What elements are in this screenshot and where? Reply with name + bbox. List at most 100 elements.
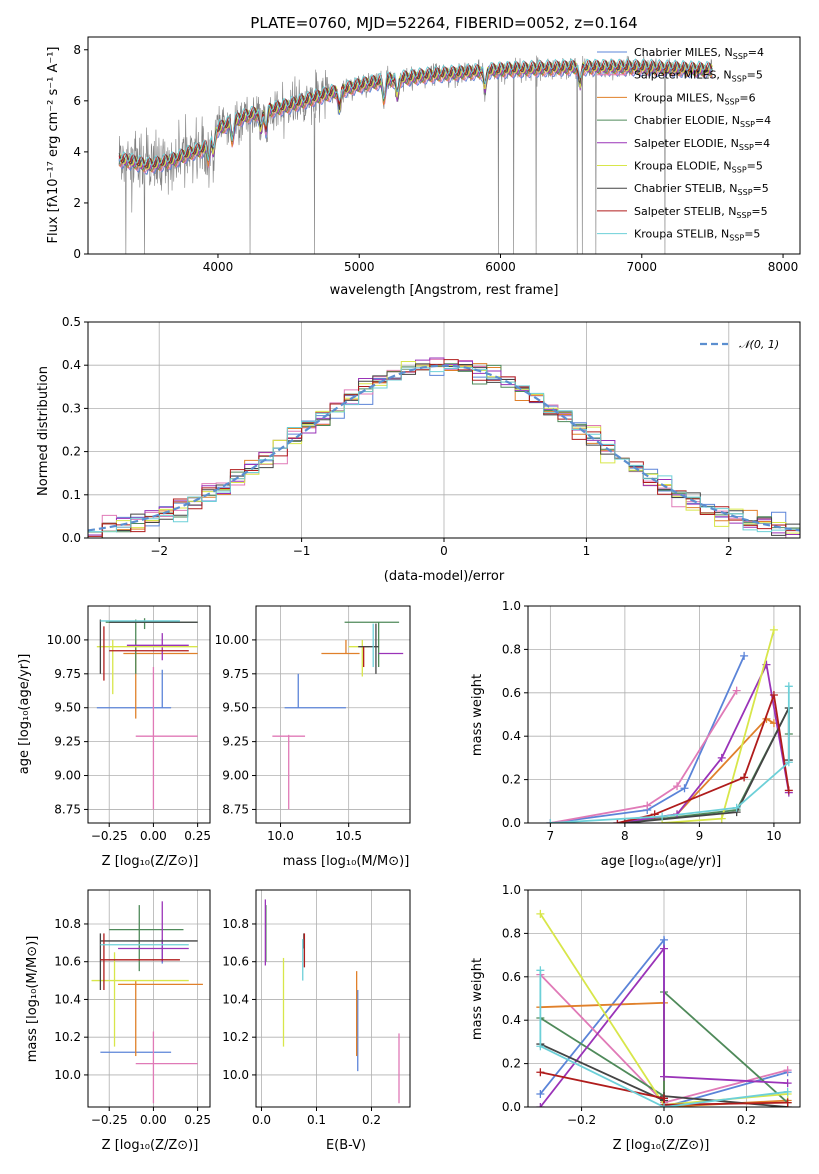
weight-series bbox=[546, 682, 793, 823]
legend-entry: Kroupa STELIB, NSSP=5 bbox=[634, 228, 760, 243]
legend-entry-sub: SSP bbox=[732, 75, 747, 84]
mass-vs-z-xlabel: Z [log₁₀(Z/Z⊙)] bbox=[102, 1138, 199, 1153]
residuals-legend: 𝒩(0, 1) bbox=[700, 338, 779, 351]
legend-entry-count: =4 bbox=[754, 137, 770, 150]
y-tick-label: 9.00 bbox=[54, 769, 81, 783]
weight-vs-age-panel: 7 8 9 10 0.0 0.2 0.4 0.6 0.8 1.0 bbox=[502, 599, 801, 843]
y-tick-label: 0.8 bbox=[502, 642, 521, 656]
weight-marker bbox=[740, 773, 749, 782]
axes-border bbox=[255, 889, 411, 1108]
x-tick-label: 5000 bbox=[344, 260, 375, 274]
gaussian-reference-line bbox=[88, 364, 800, 532]
x-tick-label: 0.2 bbox=[737, 1113, 756, 1127]
weight-marker bbox=[783, 1079, 792, 1088]
weight-line bbox=[662, 629, 775, 823]
spectrum-xlabel: wavelength [Angstrom, rest frame] bbox=[330, 283, 559, 298]
plot-area bbox=[88, 357, 800, 538]
x-tick-label: −1 bbox=[293, 544, 311, 558]
x-tick-label: 7 bbox=[547, 829, 555, 843]
weight-marker bbox=[783, 1087, 792, 1096]
y-tick-label: 9.50 bbox=[222, 701, 249, 715]
y-tick-label: 0.4 bbox=[502, 729, 521, 743]
y-tick-label: 1.0 bbox=[502, 883, 521, 897]
weight-marker bbox=[620, 819, 629, 823]
weight-marker bbox=[546, 819, 555, 823]
weight-marker bbox=[658, 812, 667, 821]
y-tick-label: 0.3 bbox=[62, 401, 81, 415]
y-tick-label: 0.4 bbox=[62, 358, 81, 372]
y-tick-label: 10.0 bbox=[54, 1068, 81, 1082]
axes-frame: 4000 5000 6000 7000 8000 0 2 4 6 8 Chabrier MILES,… bbox=[73, 36, 801, 274]
y-tick-label: 1.0 bbox=[502, 599, 521, 613]
axes-frame: −2 −1 0 1 2 0.0 0.1 0.2 0.3 0.4 0.5 𝒩(0, 1) bbox=[62, 315, 801, 558]
y-tick-label: 0.2 bbox=[502, 773, 521, 787]
weight-marker bbox=[717, 814, 726, 823]
legend-entry-name: Kroupa STELIB, N bbox=[634, 228, 729, 241]
axes-border bbox=[255, 605, 411, 824]
y-tick-label: 9.25 bbox=[54, 735, 81, 749]
plot-area bbox=[546, 625, 793, 823]
model-spectrum-line bbox=[118, 58, 713, 167]
x-tick-label: −0.25 bbox=[91, 1113, 128, 1127]
y-tick-label: 8 bbox=[73, 43, 81, 57]
x-tick-label: −2 bbox=[150, 544, 168, 558]
legend-entry-count: =5 bbox=[753, 182, 769, 195]
y-tick-label: 10.6 bbox=[222, 955, 249, 969]
y-tick-label: 2 bbox=[73, 196, 81, 210]
weight-series bbox=[536, 966, 792, 1107]
y-tick-label: 8.75 bbox=[54, 802, 81, 816]
weight-marker bbox=[769, 690, 778, 699]
error-bar-point bbox=[105, 618, 198, 630]
weight-marker bbox=[660, 1103, 668, 1107]
x-tick-label: 0.00 bbox=[140, 1113, 167, 1127]
legend-entry: Salpeter STELIB, NSSP=5 bbox=[634, 205, 768, 220]
y-tick-label: 0.2 bbox=[502, 1057, 521, 1071]
x-tick-label: −0.25 bbox=[91, 829, 128, 843]
weight-marker bbox=[784, 786, 793, 795]
residual-histogram-step bbox=[88, 359, 800, 537]
legend-entry-sub: SSP bbox=[724, 97, 739, 106]
y-tick-label: 9.75 bbox=[222, 667, 249, 681]
x-tick-label: 0.00 bbox=[140, 829, 167, 843]
plot-area bbox=[536, 909, 792, 1107]
x-tick-label: 6000 bbox=[485, 260, 516, 274]
weight-series bbox=[546, 651, 749, 823]
mass-vs-z-ylabel: mass [log₁₀(M/M⊙)] bbox=[25, 936, 40, 1063]
weight-marker bbox=[740, 651, 749, 660]
y-tick-label: 0.6 bbox=[502, 686, 521, 700]
weight-marker bbox=[783, 1098, 792, 1107]
legend-entry: Salpeter MILES, NSSP=5 bbox=[634, 69, 763, 84]
y-tick-label: 10.6 bbox=[54, 955, 81, 969]
plot-area bbox=[264, 899, 400, 1104]
legend-entry: Chabrier MILES, NSSP=4 bbox=[634, 46, 764, 61]
legend-entry-count: =6 bbox=[739, 91, 755, 104]
weight-marker bbox=[769, 625, 778, 634]
weight-marker bbox=[660, 935, 668, 944]
y-tick-label: 6 bbox=[73, 94, 81, 108]
y-tick-label: 0.4 bbox=[502, 1013, 521, 1027]
residual-histogram-step bbox=[88, 367, 800, 533]
y-tick-label: 8.75 bbox=[222, 802, 249, 816]
plot-area bbox=[118, 55, 713, 254]
y-tick-label: 10.4 bbox=[54, 992, 81, 1006]
weight-series bbox=[536, 1068, 792, 1107]
legend-entry-count: =4 bbox=[755, 114, 771, 127]
y-tick-label: 10.2 bbox=[54, 1030, 81, 1044]
mass-vs-ebv-panel: 0.0 0.1 0.2 10.0 10.2 10.4 10.6 10.8 bbox=[222, 889, 411, 1127]
x-tick-label: 0.0 bbox=[654, 1113, 673, 1127]
y-tick-label: 10.8 bbox=[222, 917, 249, 931]
legend-entry-name: Chabrier MILES, N bbox=[634, 46, 733, 59]
legend-entry-sub: SSP bbox=[740, 120, 755, 129]
axes-border bbox=[527, 605, 801, 824]
y-tick-label: 10.00 bbox=[47, 633, 81, 647]
legend-entry: Kroupa ELODIE, NSSP=5 bbox=[634, 160, 763, 175]
weight-marker bbox=[536, 1068, 545, 1077]
x-tick-label: 0.25 bbox=[184, 829, 211, 843]
axes-border bbox=[87, 605, 211, 824]
legend-entry-sub: SSP bbox=[736, 211, 751, 220]
weight-marker bbox=[536, 909, 545, 918]
legend-entry-count: =5 bbox=[744, 228, 760, 241]
age-vs-z-ylabel: age [log₁₀(age/yr)] bbox=[17, 654, 32, 775]
weight-marker bbox=[717, 753, 726, 762]
